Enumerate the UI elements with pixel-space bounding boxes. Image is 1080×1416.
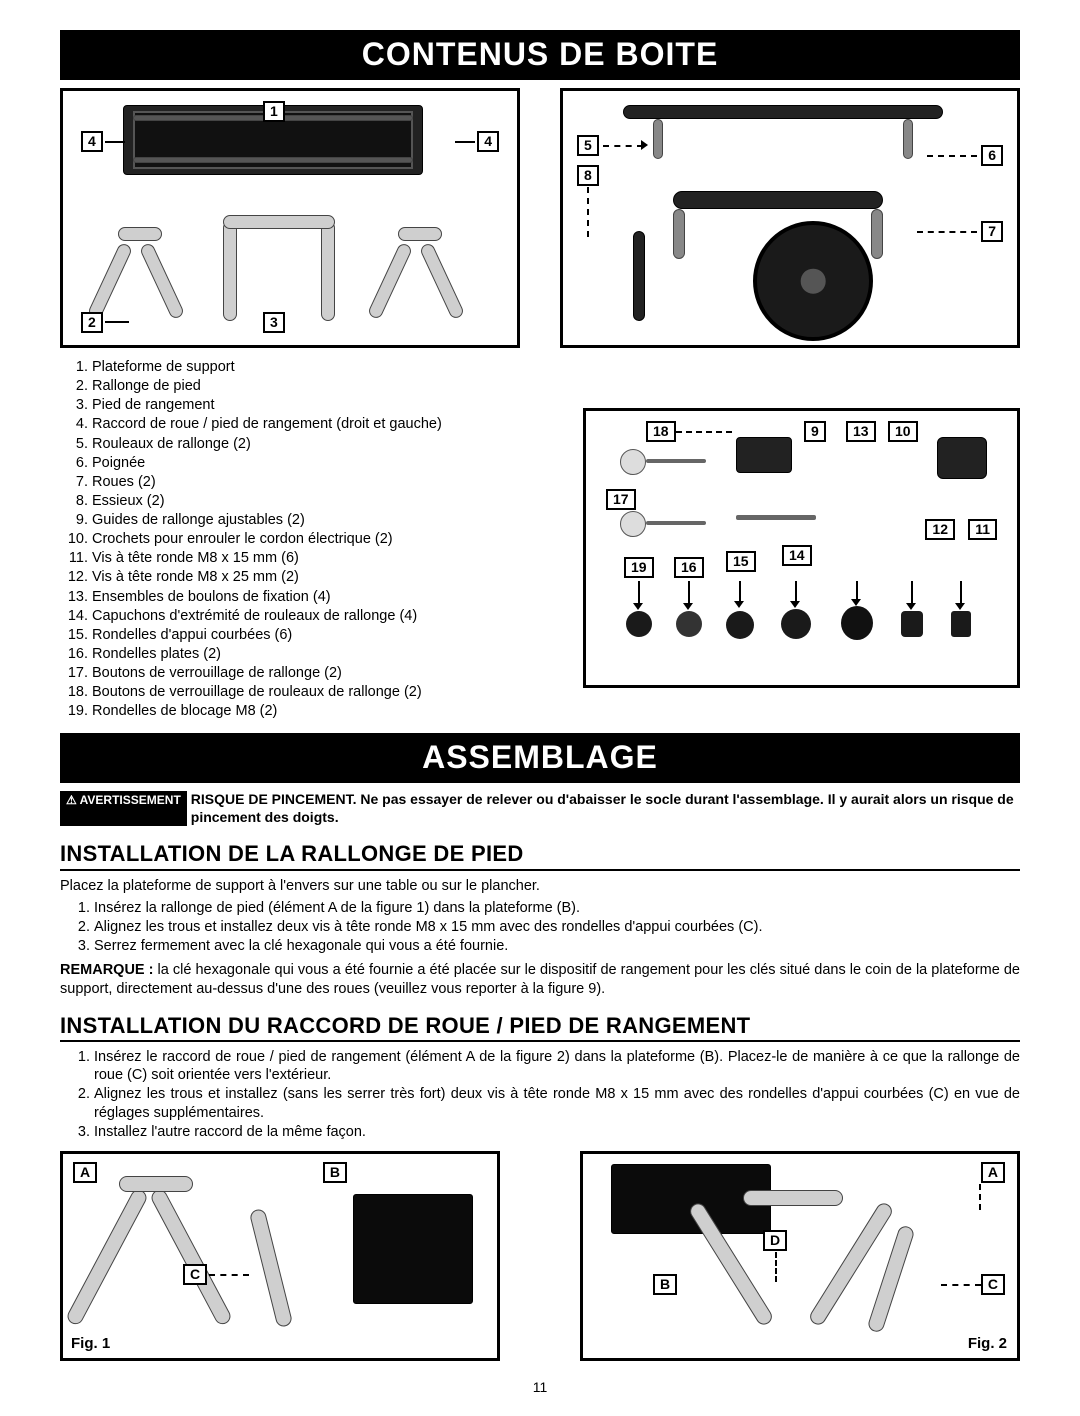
fig1-label: Fig. 1 bbox=[69, 1335, 112, 1354]
page-number: 11 bbox=[60, 1379, 1020, 1397]
hc-18: 18 bbox=[646, 421, 676, 442]
part-2: Rallonge de pied bbox=[92, 377, 543, 395]
s1-step1: Insérez la rallonge de pied (élément A d… bbox=[94, 899, 1020, 917]
part-7: Roues (2) bbox=[92, 473, 543, 491]
part-17: Boutons de verrouillage de rallonge (2) bbox=[92, 664, 543, 682]
remark-label: REMARQUE : bbox=[60, 962, 153, 978]
fig1-C: C bbox=[183, 1264, 207, 1285]
diagram-box-right: 5 8 6 7 bbox=[560, 88, 1020, 348]
fig1-B: B bbox=[323, 1162, 347, 1183]
top-diagram-row: 1 4 4 2 3 5 8 6 bbox=[60, 88, 1020, 348]
fig2-label: Fig. 2 bbox=[966, 1335, 1009, 1354]
callout-8: 8 bbox=[577, 165, 599, 186]
part-19: Rondelles de blocage M8 (2) bbox=[92, 702, 543, 720]
hc-19: 19 bbox=[624, 557, 654, 578]
callout-2: 2 bbox=[81, 312, 103, 333]
mid-row: Plateforme de support Rallonge de pied P… bbox=[60, 358, 1020, 721]
s2-step3: Installez l'autre raccord de la même faç… bbox=[94, 1123, 1020, 1141]
fig2-B: B bbox=[653, 1274, 677, 1295]
hc-15: 15 bbox=[726, 551, 756, 572]
section1-title: INSTALLATION DE LA RALLONGE DE PIED bbox=[60, 840, 1020, 871]
section1-steps: Insérez la rallonge de pied (élément A d… bbox=[60, 899, 1020, 955]
part-11: Vis à tête ronde M8 x 15 mm (6) bbox=[92, 549, 543, 567]
section2-title: INSTALLATION DU RACCORD DE ROUE / PIED D… bbox=[60, 1012, 1020, 1043]
part-18: Boutons de verrouillage de rouleaux de r… bbox=[92, 683, 543, 701]
section1-intro: Placez la plateforme de support à l'enve… bbox=[60, 877, 1020, 895]
fig1-box: A B C Fig. 1 bbox=[60, 1151, 500, 1361]
hc-11: 11 bbox=[968, 519, 997, 540]
warning-row: ⚠ AVERTISSEMENT RISQUE DE PINCEMENT. Ne … bbox=[60, 791, 1020, 826]
parts-list: Plateforme de support Rallonge de pied P… bbox=[60, 358, 543, 720]
warning-text: RISQUE DE PINCEMENT. Ne pas essayer de r… bbox=[191, 791, 1020, 826]
fig2-A: A bbox=[981, 1162, 1005, 1183]
callout-4r: 4 bbox=[477, 131, 499, 152]
part-4: Raccord de roue / pied de rangement (dro… bbox=[92, 415, 543, 433]
hc-16: 16 bbox=[674, 557, 704, 578]
callout-3: 3 bbox=[263, 312, 285, 333]
s2-step2: Alignez les trous et installez (sans les… bbox=[94, 1085, 1020, 1121]
part-6: Poignée bbox=[92, 454, 543, 472]
part-16: Rondelles plates (2) bbox=[92, 645, 543, 663]
section2-steps: Insérez le raccord de roue / pied de ran… bbox=[60, 1048, 1020, 1141]
fig1-A: A bbox=[73, 1162, 97, 1183]
part-13: Ensembles de boulons de fixation (4) bbox=[92, 588, 543, 606]
banner-assembly: ASSEMBLAGE bbox=[60, 733, 1020, 783]
hc-17: 17 bbox=[606, 489, 636, 510]
callout-7: 7 bbox=[981, 221, 1003, 242]
callout-5: 5 bbox=[577, 135, 599, 156]
hc-13: 13 bbox=[846, 421, 876, 442]
part-5: Rouleaux de rallonge (2) bbox=[92, 435, 543, 453]
part-15: Rondelles d'appui courbées (6) bbox=[92, 626, 543, 644]
diagram-box-hardware: 18 9 13 10 17 12 11 19 16 15 14 bbox=[583, 408, 1020, 688]
fig2-D: D bbox=[763, 1230, 787, 1251]
part-3: Pied de rangement bbox=[92, 396, 543, 414]
part-12: Vis à tête ronde M8 x 25 mm (2) bbox=[92, 568, 543, 586]
fig2-C: C bbox=[981, 1274, 1005, 1295]
remark-body: la clé hexagonale qui vous a été fournie… bbox=[60, 962, 1020, 996]
callout-1: 1 bbox=[263, 101, 285, 122]
s2-step1: Insérez le raccord de roue / pied de ran… bbox=[94, 1048, 1020, 1084]
part-9: Guides de rallonge ajustables (2) bbox=[92, 511, 543, 529]
part-1: Plateforme de support bbox=[92, 358, 543, 376]
hc-14: 14 bbox=[782, 545, 812, 566]
s1-step3: Serrez fermement avec la clé hexagonale … bbox=[94, 937, 1020, 955]
part-14: Capuchons d'extrémité de rouleaux de ral… bbox=[92, 607, 543, 625]
fig2-box: A B C D Fig. 2 bbox=[580, 1151, 1020, 1361]
hc-10: 10 bbox=[888, 421, 918, 442]
bottom-fig-row: A B C Fig. 1 A B C D Fig. 2 bbox=[60, 1151, 1020, 1361]
callout-4l: 4 bbox=[81, 131, 103, 152]
part-10: Crochets pour enrouler le cordon électri… bbox=[92, 530, 543, 548]
hc-12: 12 bbox=[925, 519, 955, 540]
warning-badge: ⚠ AVERTISSEMENT bbox=[60, 791, 187, 826]
callout-6: 6 bbox=[981, 145, 1003, 166]
section1-remark: REMARQUE : la clé hexagonale qui vous a … bbox=[60, 961, 1020, 997]
diagram-box-left: 1 4 4 2 3 bbox=[60, 88, 520, 348]
part-8: Essieux (2) bbox=[92, 492, 543, 510]
banner-contents: CONTENUS DE BOITE bbox=[60, 30, 1020, 80]
hc-9: 9 bbox=[804, 421, 826, 442]
s1-step2: Alignez les trous et installez deux vis … bbox=[94, 918, 1020, 936]
